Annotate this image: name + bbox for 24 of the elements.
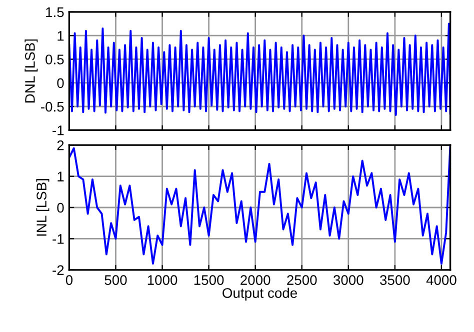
x-tick-label: 3500: [380, 275, 410, 285]
x-tick-label: 2000: [240, 275, 270, 285]
x-tick-label: 0: [66, 275, 73, 285]
y-tick-label: -1: [52, 126, 64, 136]
y-tick-label: 1.5: [46, 7, 64, 18]
x-axis-title: Output code: [222, 288, 297, 301]
y-axis-title: INL [LSB]: [36, 179, 50, 236]
y-tick-label: 0.5: [46, 54, 64, 64]
y-tick-label: -2: [52, 265, 64, 275]
x-tick-label: 2500: [287, 275, 317, 285]
y-tick-label: 2: [57, 140, 64, 150]
x-tick-label: 1500: [194, 275, 224, 285]
line-series: [69, 22, 450, 116]
y-tick-label: 0: [57, 202, 64, 213]
y-tick-label: -1: [52, 234, 64, 244]
y-tick-label: 1: [58, 31, 64, 41]
y-tick-label: 1: [58, 172, 64, 182]
x-tick-label: 500: [104, 275, 127, 285]
y-axis-title: DNL [LSB]: [24, 39, 38, 102]
x-tick-label: 3000: [333, 275, 364, 285]
x-tick-label: 4000: [426, 275, 456, 285]
x-tick-label: 1000: [148, 275, 178, 285]
y-tick-label: -0.5: [41, 102, 64, 112]
y-tick-label: 0: [57, 78, 64, 88]
